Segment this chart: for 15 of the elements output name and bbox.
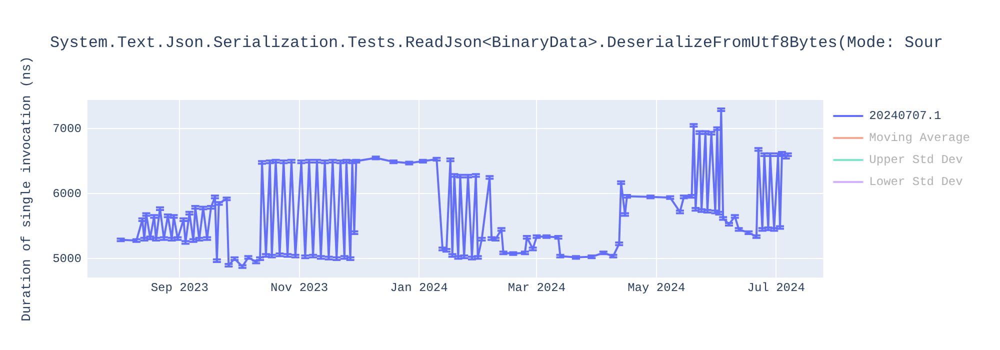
x-tick-label: Jul 2024: [747, 280, 805, 295]
y-tick-label: 5000: [52, 252, 82, 266]
y-tick-label: 6000: [52, 186, 82, 201]
chart-title: System.Text.Json.Serialization.Tests.ReadJson<BinaryData>.DeserializeFromUtf8Bytes(Mode: Sour: [50, 34, 943, 52]
x-tick-label: Mar 2024: [508, 280, 566, 295]
y-tick-label: 7000: [52, 122, 82, 136]
legend-label: Lower Std Dev: [869, 175, 963, 190]
legend-label: Moving Average: [869, 131, 970, 146]
y-axis-title: Duration of single invocation (ns): [19, 56, 34, 322]
x-tick-label: Nov 2023: [270, 280, 328, 295]
x-tick-label: May 2024: [628, 280, 686, 295]
legend-label: Upper Std Dev: [869, 153, 963, 168]
legend-label: 20240707.1: [869, 109, 942, 124]
x-tick-label: Jan 2024: [390, 280, 448, 295]
x-tick-label: Sep 2023: [150, 280, 208, 295]
